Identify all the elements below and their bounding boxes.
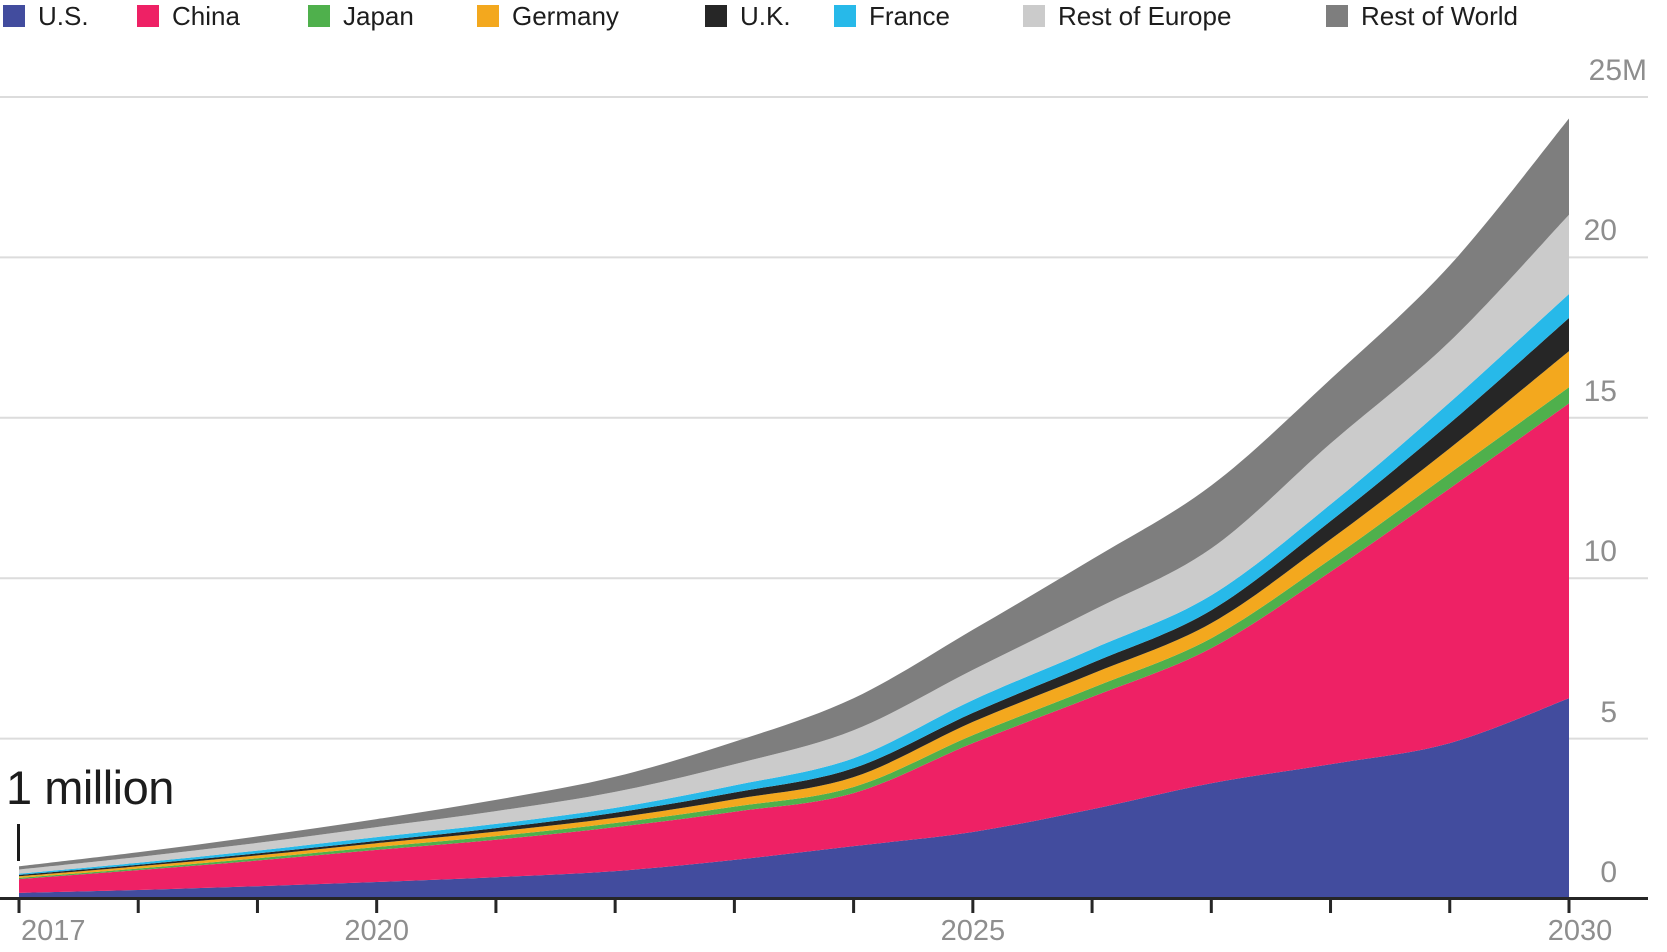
x-tick-2017	[17, 899, 21, 913]
area-band-rest-of-world	[19, 118, 1569, 870]
y-axis-label-25: 25M	[1588, 54, 1647, 87]
y-axis-label-20: 20	[1583, 214, 1617, 248]
legend-item-france: France	[834, 2, 950, 30]
x-axis-label-2017: 2017	[21, 915, 86, 947]
x-tick-2018	[136, 899, 140, 913]
legend-item-rest-of-europe: Rest of Europe	[1023, 2, 1231, 30]
x-tick-2024	[852, 899, 856, 913]
legend-item-u-s: U.S.	[3, 2, 89, 30]
legend-swatch-icon	[137, 5, 159, 27]
annotation-pointer-line	[17, 824, 20, 861]
legend-item-china: China	[137, 2, 240, 30]
x-axis-label-2020: 2020	[344, 915, 409, 947]
legend-label: Rest of Europe	[1058, 1, 1232, 31]
legend-item-rest-of-world: Rest of World	[1326, 2, 1518, 30]
legend-swatch-icon	[1023, 5, 1045, 27]
x-tick-2019	[255, 899, 259, 913]
legend-label: U.S.	[38, 1, 89, 31]
x-tick-2025	[971, 899, 975, 913]
legend-swatch-icon	[3, 5, 25, 27]
legend-label: France	[869, 1, 950, 31]
y-axis-label-0: 0	[1600, 856, 1617, 889]
legend-label: Rest of World	[1361, 1, 1519, 31]
x-tick-2026	[1090, 899, 1094, 913]
x-tick-2027	[1209, 899, 1213, 913]
legend-swatch-icon	[834, 5, 856, 27]
y-axis-label-15: 15	[1583, 374, 1617, 408]
legend-label: China	[172, 1, 240, 31]
y-axis-label-5: 5	[1600, 695, 1617, 729]
x-tick-2028	[1329, 899, 1333, 913]
x-tick-2022	[613, 899, 617, 913]
legend-item-u-k: U.K.	[705, 2, 791, 30]
x-axis-line	[0, 897, 1648, 900]
legend-label: U.K.	[740, 1, 791, 31]
legend-swatch-icon	[1326, 5, 1348, 27]
x-tick-2021	[494, 899, 498, 913]
area-band-rest-of-europe	[19, 214, 1569, 874]
x-tick-2030	[1567, 899, 1571, 913]
legend-item-japan: Japan	[308, 2, 414, 30]
area-band-china	[19, 403, 1569, 893]
annotation-1-million: 1 million	[6, 761, 174, 814]
y-axis-label-10: 10	[1583, 535, 1617, 569]
x-axis-label-2030: 2030	[1547, 915, 1613, 947]
legend-swatch-icon	[477, 5, 499, 27]
legend-label: Germany	[512, 1, 619, 31]
area-band-u-s	[19, 698, 1569, 899]
x-tick-2023	[732, 899, 736, 913]
x-tick-2029	[1448, 899, 1452, 913]
legend-swatch-icon	[705, 5, 727, 27]
legend-item-germany: Germany	[477, 2, 619, 30]
legend-swatch-icon	[308, 5, 330, 27]
legend-label: Japan	[343, 1, 414, 31]
x-tick-2020	[375, 899, 379, 913]
x-axis-label-2025: 2025	[940, 915, 1006, 947]
